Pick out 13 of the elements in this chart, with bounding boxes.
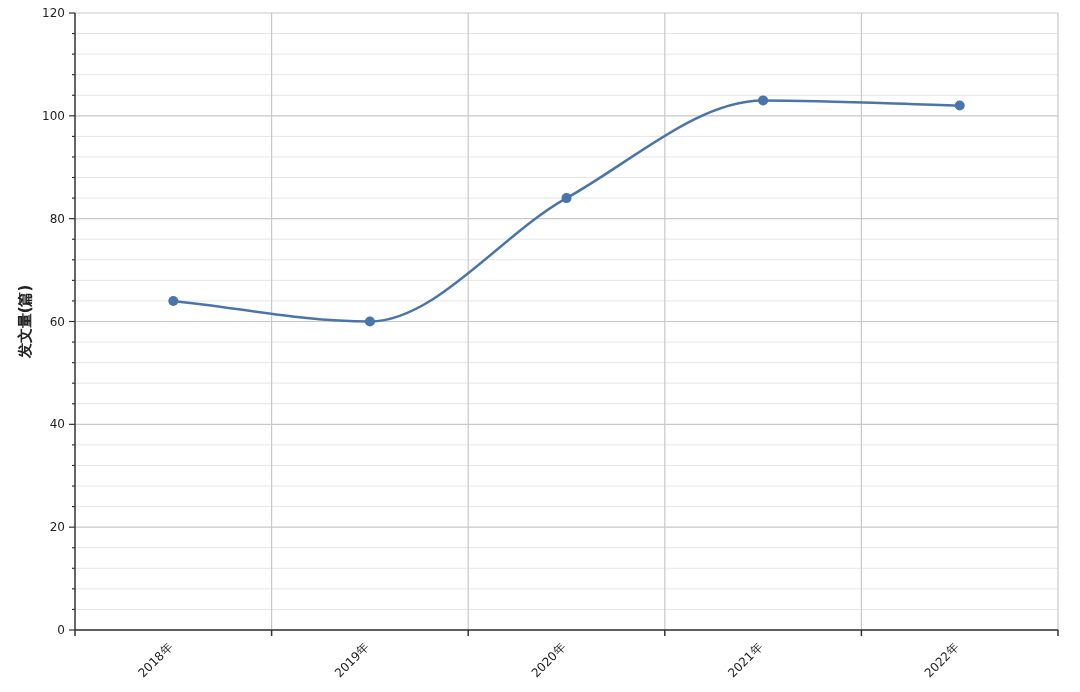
y-tick-label: 0 xyxy=(57,623,65,637)
y-tick-label: 120 xyxy=(42,6,65,20)
point xyxy=(168,295,179,306)
point xyxy=(364,316,375,327)
y-tick-label: 100 xyxy=(42,108,65,123)
point xyxy=(561,193,572,204)
point xyxy=(758,95,769,106)
point xyxy=(954,100,965,111)
y-tick-label: 80 xyxy=(49,211,65,226)
y-tick-label: 40 xyxy=(49,417,65,432)
y-tick-label: 60 xyxy=(49,314,65,329)
y-tick-label: 20 xyxy=(49,520,65,535)
y-axis-title: 发文量(篇) xyxy=(16,284,34,360)
